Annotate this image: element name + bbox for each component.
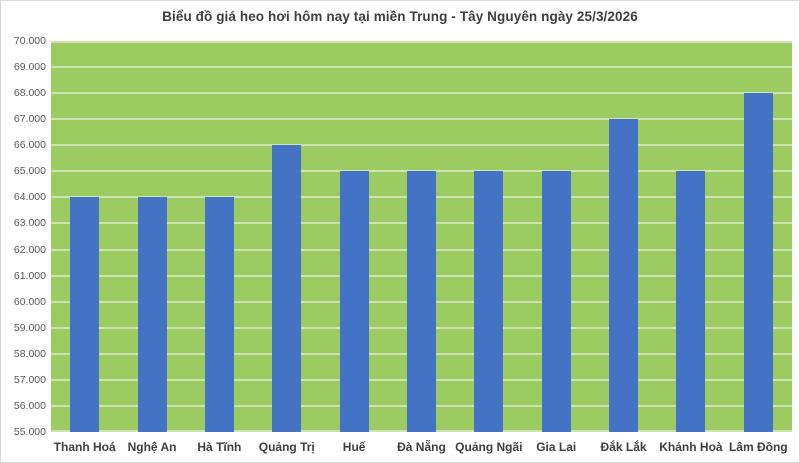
bar-slot bbox=[725, 41, 792, 432]
bar-2 bbox=[137, 197, 167, 432]
y-tick-label: 70.000 bbox=[13, 35, 46, 47]
gridline bbox=[51, 66, 792, 69]
x-tick-label: Khánh Hoà bbox=[659, 440, 723, 454]
bars-row bbox=[51, 41, 792, 432]
bar-slot bbox=[657, 41, 724, 432]
y-tick-label: 64.000 bbox=[13, 191, 46, 204]
bar-slot bbox=[253, 41, 320, 432]
x-tick-label: Đắk Lắk bbox=[600, 440, 647, 454]
bar-slot bbox=[523, 41, 590, 432]
bar-5 bbox=[339, 171, 369, 432]
bar-slot bbox=[51, 41, 118, 432]
bar-slot bbox=[320, 41, 387, 432]
x-tick-label: Quảng Trị bbox=[258, 440, 315, 454]
y-tick-label: 56.000 bbox=[13, 399, 46, 412]
x-tick-label: Lâm Đồng bbox=[728, 440, 788, 454]
bar-slot bbox=[388, 41, 455, 432]
bar-10 bbox=[676, 171, 706, 432]
x-tick-label: Quảng Ngãi bbox=[455, 440, 523, 454]
y-tick-label: 69.000 bbox=[13, 61, 46, 74]
gridline bbox=[51, 92, 792, 95]
x-tick-label: Gia Lai bbox=[536, 440, 577, 454]
gridline bbox=[51, 170, 792, 173]
bar-slot bbox=[455, 41, 522, 432]
x-axis: Thanh Hoá Nghệ An Hà Tĩnh Quảng Trị Huế Đà Nẵ… bbox=[51, 438, 792, 458]
bar-slot bbox=[118, 41, 185, 432]
x-tick-label: Đà Nẵng bbox=[397, 440, 446, 454]
gridline bbox=[51, 144, 792, 147]
plot-area bbox=[51, 41, 792, 432]
bar-4 bbox=[272, 145, 302, 432]
y-tick-label: 57.000 bbox=[13, 373, 46, 386]
bar-8 bbox=[541, 171, 571, 432]
gridline bbox=[51, 41, 792, 43]
y-tick-label: 58.000 bbox=[13, 347, 46, 360]
y-tick-label: 61.000 bbox=[13, 269, 46, 282]
y-tick-label: 55.000 bbox=[13, 426, 46, 438]
x-tick-label: Thanh Hoá bbox=[53, 440, 116, 454]
bar-7 bbox=[474, 171, 504, 432]
x-tick-label: Hà Tĩnh bbox=[197, 440, 242, 454]
bar-slot bbox=[590, 41, 657, 432]
y-tick-label: 68.000 bbox=[13, 87, 46, 100]
y-tick-label: 65.000 bbox=[13, 165, 46, 178]
y-tick-label: 59.000 bbox=[13, 321, 46, 334]
y-tick-label: 60.000 bbox=[13, 295, 46, 308]
bar-slot bbox=[186, 41, 253, 432]
bar-1 bbox=[70, 197, 100, 432]
x-tick-label: Huế bbox=[342, 440, 366, 454]
bar-9 bbox=[609, 119, 639, 432]
y-tick-label: 66.000 bbox=[13, 139, 46, 152]
bar-3 bbox=[204, 197, 234, 432]
y-tick-label: 63.000 bbox=[13, 217, 46, 230]
bar-6 bbox=[406, 171, 436, 432]
y-axis: 70.000 69.000 68.000 67.000 66.000 65.000 64.0… bbox=[1, 35, 46, 438]
gridline bbox=[51, 118, 792, 121]
bar-11 bbox=[743, 93, 773, 432]
y-tick-label: 62.000 bbox=[13, 243, 46, 256]
y-tick-label: 67.000 bbox=[13, 113, 46, 126]
chart-title: Biểu đồ giá heo hơi hôm nay tại miền Tru… bbox=[162, 9, 638, 24]
x-tick-label: Nghệ An bbox=[127, 440, 177, 454]
